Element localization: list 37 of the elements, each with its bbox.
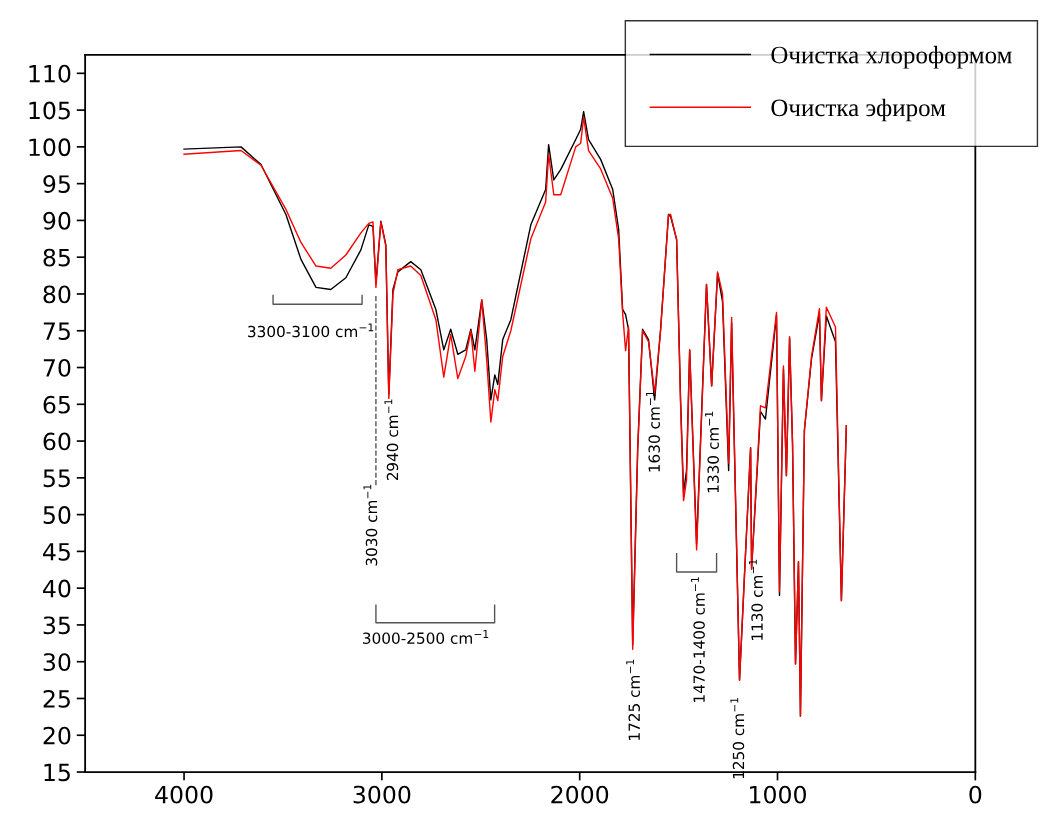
y-tick-label: 65 [43,395,70,414]
annotation: 1470-1400 cm$^{−1}$ [691,577,705,702]
y-tick-label: 85 [43,248,70,267]
y-tick-label: 100 [29,138,71,157]
x-tick-label: 3000 [353,785,411,804]
y-tick-label: 90 [43,211,71,230]
y-tick-label: 55 [43,469,70,488]
legend-label: Очистка эфиром [771,98,946,122]
y-tick-label: 60 [43,432,71,451]
y-tick-label: 50 [43,506,71,524]
annotation: 1250 cm$^{−1}$ [730,697,745,779]
annotation: 1725 cm$^{−1}$ [626,659,640,740]
y-tick-label: 15 [44,763,70,782]
y-tick-label: 40 [43,579,71,598]
y-tick-label: 25 [43,689,70,708]
annotation: 2940 cm$^{−1}$ [384,399,399,481]
y-tick-label: 70 [43,358,71,377]
annotation: 1130 cm$^{−1}$ [748,559,763,640]
y-tick-label: 20 [43,726,71,745]
y-tick-label: 95 [43,175,70,193]
annotation: 3000-2500 cm$^{−1}$ [363,630,489,644]
y-tick-label: 105 [29,101,70,120]
legend-label: Очистка хлороформом [771,45,1012,69]
annotation: 3030 cm$^{−1}$ [363,484,378,566]
y-tick-label: 35 [43,616,70,635]
x-tick-label: 2000 [551,785,609,804]
y-tick-label: 30 [43,653,71,672]
x-tick-label: 4000 [155,785,213,804]
x-tick-label: 0 [969,785,982,804]
annotation: 1630 cm$^{−1}$ [646,391,660,472]
annotation: 1330 cm$^{−1}$ [705,411,719,493]
y-tick-label: 110 [29,64,71,83]
annotation: 3300-3100 cm$^{−1}$ [248,323,374,338]
y-tick-label: 75 [43,322,70,341]
x-tick-label: 1000 [750,785,806,804]
y-tick-label: 80 [43,285,71,304]
y-tick-label: 45 [43,543,70,561]
